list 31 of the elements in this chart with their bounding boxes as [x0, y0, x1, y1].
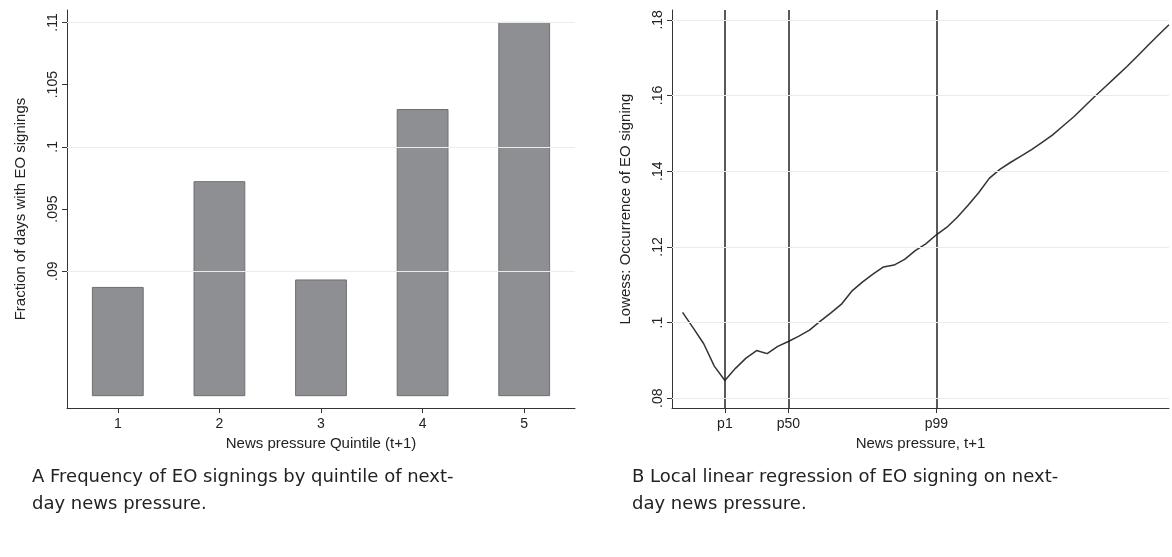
- y-axis-title: Fraction of days with EO signings: [11, 97, 28, 321]
- bar: [498, 21, 551, 397]
- y-tick-label: .14: [649, 161, 665, 181]
- x-tick-label: p1: [717, 415, 733, 432]
- y-tick-label: .095: [44, 195, 60, 223]
- x-tick-label: 3: [317, 415, 326, 432]
- x-tick-label: 1: [113, 415, 122, 432]
- y-axis-title: Lowess: Occurrence of EO signing: [616, 93, 633, 325]
- x-tick-label: p50: [776, 415, 801, 432]
- bar: [295, 279, 347, 397]
- x-tick-label: 4: [418, 415, 427, 432]
- y-tick-label: .09: [44, 261, 60, 281]
- text: A Frequency of EO signings by quintile of next-day news pressure.: [32, 464, 455, 515]
- y-tick-label: .105: [44, 70, 60, 99]
- y-tick-label: .1: [44, 140, 60, 153]
- bar: [91, 286, 144, 397]
- y-tick-label: .1: [649, 316, 665, 329]
- x-tick-label: 2: [215, 415, 224, 432]
- x-tick-label: 5: [520, 415, 529, 432]
- y-tick-label: .08: [649, 388, 665, 408]
- y-tick-label: .16: [649, 85, 665, 106]
- y-tick-label: .18: [649, 9, 665, 30]
- bar: [396, 109, 449, 397]
- x-axis-title: News pressure Quintile (t+1): [225, 434, 417, 451]
- x-tick-label: p99: [924, 415, 949, 432]
- y-tick-label: .12: [649, 236, 665, 257]
- x-axis-title: News pressure, t+1: [855, 434, 986, 451]
- line-series: [681, 24, 1170, 382]
- bar: [193, 181, 246, 397]
- y-tick-label: .11: [44, 13, 60, 32]
- text: B Local linear regression of EO signing on next-day news pressure.: [632, 464, 1060, 515]
